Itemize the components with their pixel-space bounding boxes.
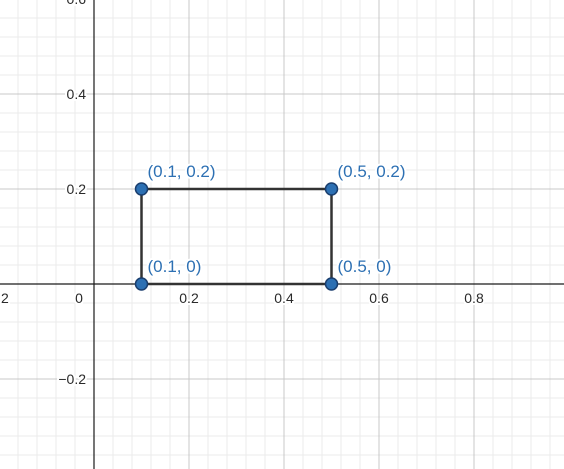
point-labels: (0.1, 0.2) (0.5, 0.2) (0.1, 0) (0.5, 0) <box>146 160 408 278</box>
point-coordinate-label: (0.5, 0.2) <box>338 162 406 181</box>
x-tick-label: 0.2 <box>179 290 199 306</box>
data-point[interactable] <box>324 182 339 196</box>
data-points[interactable] <box>134 182 339 291</box>
x-tick-label: 0.4 <box>274 290 294 306</box>
x-tick-label: 0.2 <box>0 290 9 306</box>
tick-labels: 0.2 0 0.2 0.4 0.6 0.8 0.6 0.4 0.2 −0.2 <box>0 0 486 389</box>
y-tick-label: 0.4 <box>67 86 87 102</box>
y-tick-label: −0.2 <box>58 371 86 387</box>
x-tick-label: 0 <box>75 290 83 306</box>
data-point[interactable] <box>134 182 149 196</box>
rectangle-polygon <box>140 187 333 286</box>
x-tick-label: 0.8 <box>464 290 484 306</box>
point-coordinate-label: (0.1, 0.2) <box>148 162 216 181</box>
data-point[interactable] <box>324 277 339 291</box>
data-point[interactable] <box>134 277 149 291</box>
point-coordinate-label: (0.5, 0) <box>338 257 392 276</box>
y-tick-label: 0.6 <box>67 0 87 7</box>
x-tick-label: 0.6 <box>369 290 389 306</box>
point-coordinate-label: (0.1, 0) <box>148 257 202 276</box>
y-tick-label: 0.2 <box>67 181 87 197</box>
